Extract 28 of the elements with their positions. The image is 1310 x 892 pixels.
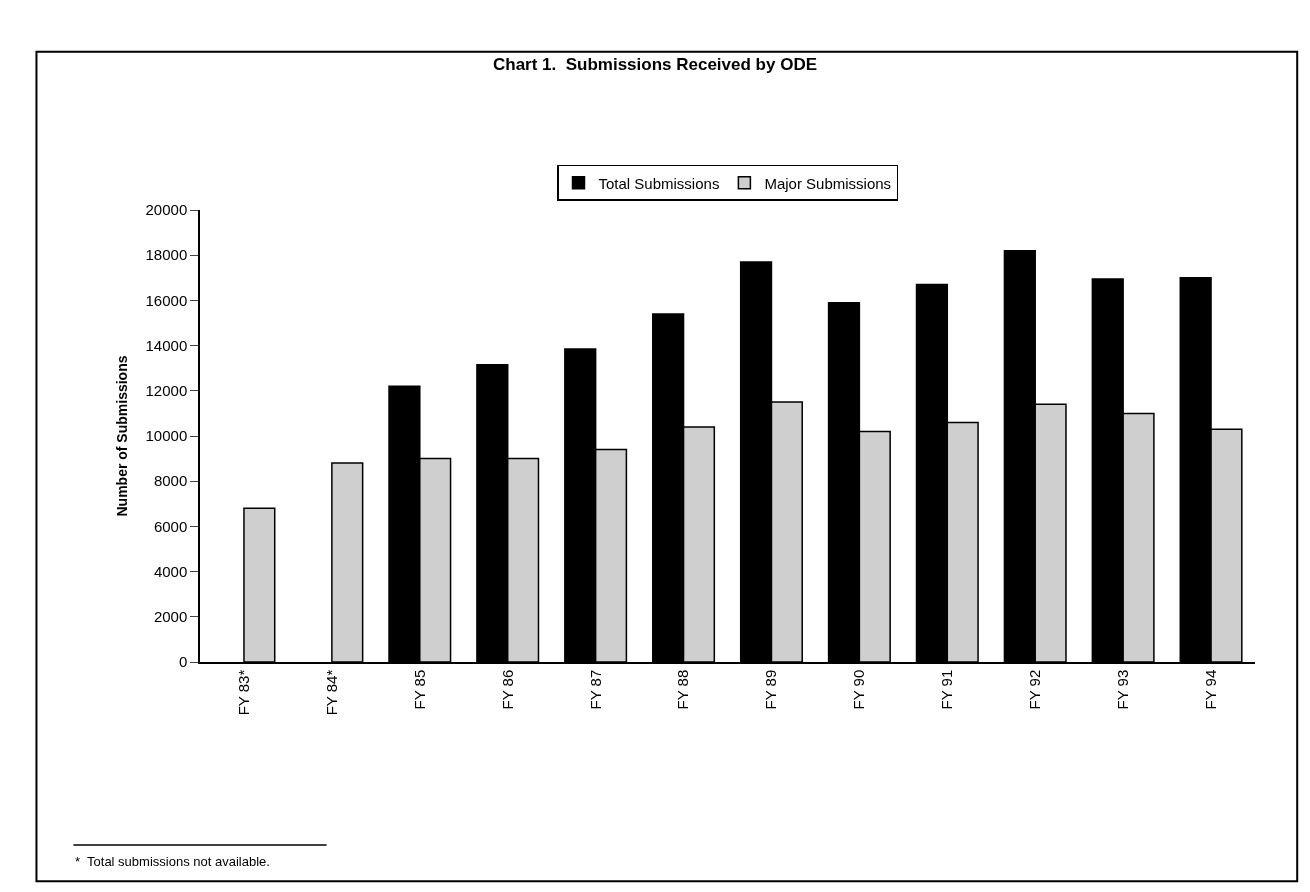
chart-title: Chart 1. Submissions Received by ODE bbox=[492, 54, 818, 74]
text: * Total submissions not available. bbox=[75, 854, 270, 869]
legend-label: Major Submissions bbox=[764, 174, 892, 192]
y-tick-label: 2000 bbox=[153, 608, 188, 626]
x-tick-label: FY 84* bbox=[322, 669, 340, 716]
x-tick-label: FY 86 bbox=[498, 669, 516, 710]
x-tick-label: FY 89 bbox=[762, 669, 780, 710]
y-tick-label: 14000 bbox=[145, 336, 188, 354]
y-tick-label: 16000 bbox=[145, 291, 188, 309]
x-tick-label: FY 85 bbox=[410, 669, 428, 710]
x-tick-label: FY 83* bbox=[234, 669, 252, 716]
y-axis-title: Number of Submissions bbox=[113, 355, 130, 517]
y-tick-label: 12000 bbox=[145, 382, 188, 400]
x-tick-label: FY 93 bbox=[1114, 669, 1132, 710]
legend-label: Total Submissions bbox=[598, 174, 720, 192]
y-tick-label: 20000 bbox=[145, 201, 188, 219]
y-tick-label: 18000 bbox=[145, 246, 188, 264]
x-tick-label: FY 88 bbox=[674, 669, 692, 710]
x-tick-label: FY 87 bbox=[586, 669, 604, 710]
x-tick-label: FY 90 bbox=[850, 669, 868, 710]
x-tick-label: FY 91 bbox=[938, 669, 956, 710]
x-tick-label: FY 94 bbox=[1201, 669, 1219, 710]
y-tick-label: 10000 bbox=[145, 427, 188, 445]
x-tick-label: FY 92 bbox=[1026, 669, 1044, 710]
y-tick-label: 6000 bbox=[153, 517, 188, 535]
y-tick-label: 4000 bbox=[153, 562, 188, 580]
y-tick-label: 0 bbox=[178, 653, 188, 671]
y-tick-label: 8000 bbox=[153, 472, 188, 490]
